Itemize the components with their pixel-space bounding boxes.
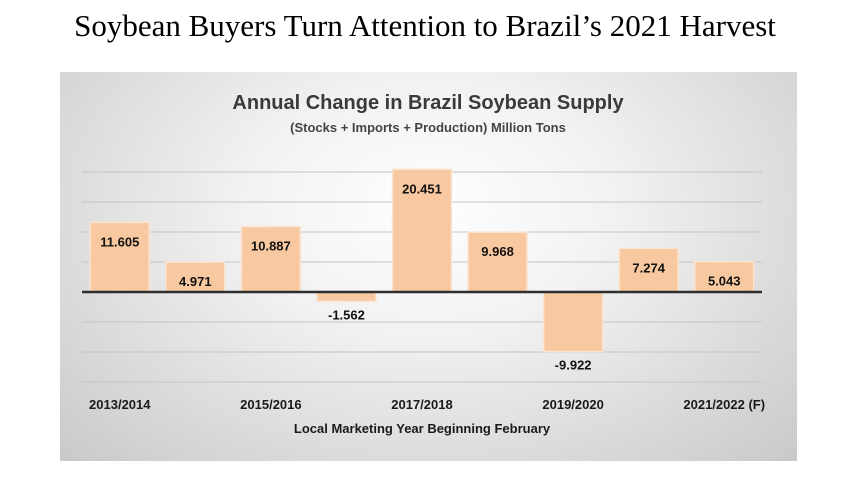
bars — [89, 168, 755, 353]
x-tick-label: 2015/2016 — [240, 397, 301, 412]
x-tick-label: 2021/2022 (F) — [683, 397, 765, 412]
data-label: 10.887 — [251, 239, 291, 254]
bar-2013-2014 — [89, 221, 150, 293]
x-axis-ticks: 2013/2014 2015/2016 2017/2018 2019/2020 2021… — [89, 397, 765, 412]
data-label: 4.971 — [179, 274, 212, 289]
x-tick-label: 2019/2020 — [542, 397, 603, 412]
chart-subtitle: (Stocks + Imports + Production) Million … — [290, 120, 566, 135]
data-label: 20.451 — [402, 181, 442, 196]
bar-2021-2022--f- — [694, 260, 755, 293]
data-label: -9.922 — [555, 358, 592, 373]
data-label: 9.968 — [481, 244, 514, 259]
data-label: 11.605 — [100, 234, 139, 249]
bar-2017-2018 — [391, 168, 453, 293]
x-axis-title: Local Marketing Year Beginning February — [294, 421, 551, 436]
chart-panel: 11.605 4.971 10.887 -1.562 20.451 9.968 -9.922… — [60, 72, 797, 461]
bar-2014-2015 — [165, 261, 226, 293]
chart-title: Annual Change in Brazil Soybean Supply — [232, 92, 624, 114]
chart-svg: 11.605 4.971 10.887 -1.562 20.451 9.968 -9.922… — [82, 92, 765, 436]
data-label: -1.562 — [328, 307, 365, 322]
x-tick-label: 2013/2014 — [89, 397, 151, 412]
bar-2019-2020 — [542, 291, 604, 353]
bar-2016-2017 — [316, 291, 377, 303]
bar-2015-2016 — [240, 225, 302, 293]
bar-2018-2019 — [467, 231, 528, 293]
data-label: 5.043 — [708, 274, 741, 289]
x-tick-label: 2017/2018 — [391, 397, 452, 412]
data-label: 7.274 — [632, 260, 665, 275]
data-labels: 11.605 4.971 10.887 -1.562 20.451 9.968 -9.922… — [100, 181, 740, 372]
page-heading: Soybean Buyers Turn Attention to Brazil’… — [74, 8, 776, 43]
